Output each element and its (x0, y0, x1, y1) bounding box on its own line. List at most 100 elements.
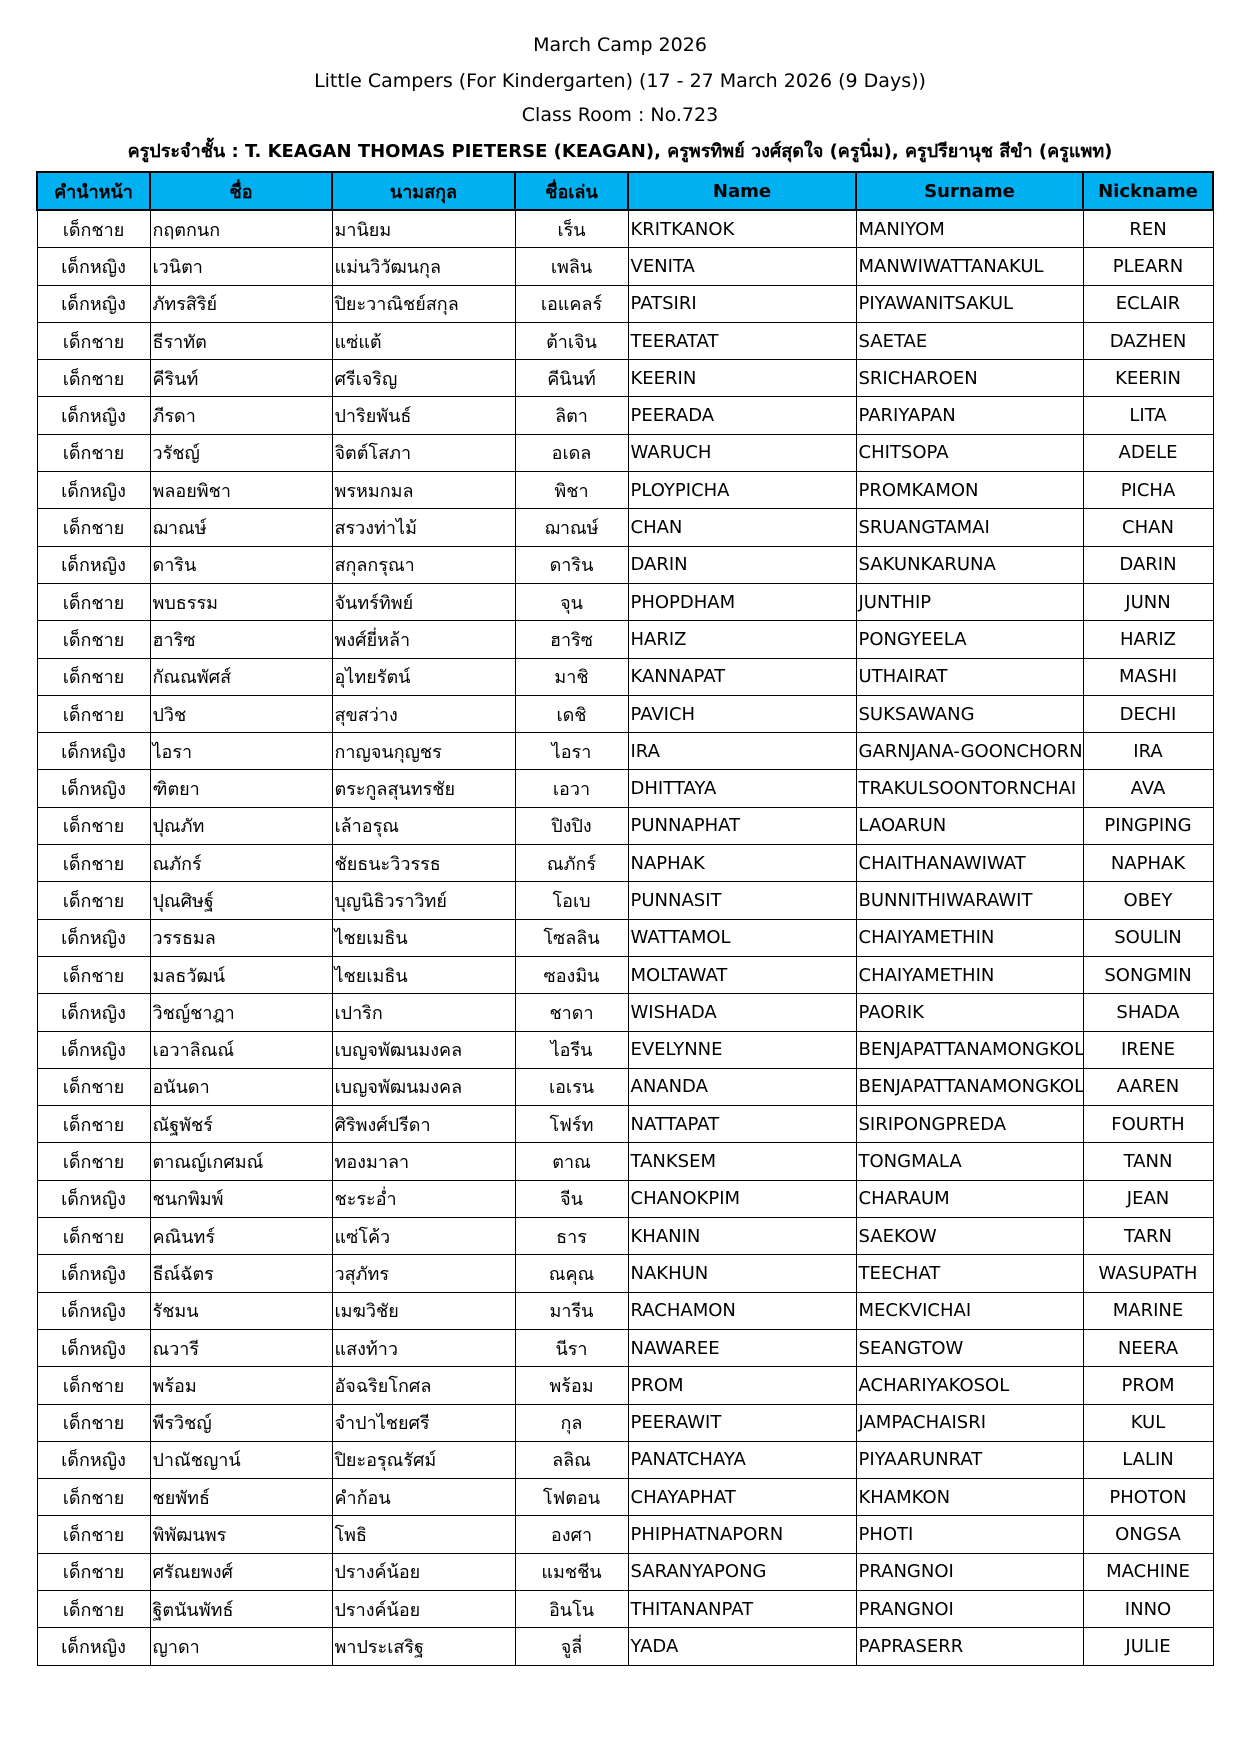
surname-th-cell: จำปาไชยศรี (331, 1403, 516, 1442)
surname-th-cell: วสุภัทร (331, 1254, 516, 1293)
surname-th-cell: แซ่แต้ (331, 321, 516, 361)
nickname-th-cell: ไอรา (514, 732, 629, 771)
surname-th-cell: เปาริก (331, 993, 516, 1032)
surname-th-cell: ศิริพงศ์ปรีดา (331, 1105, 516, 1144)
surname-th-cell: อุไทยรัตน์ (331, 657, 516, 696)
nickname-cell: MARINE (1082, 1291, 1214, 1330)
col-header-nickname: Nickname (1082, 171, 1214, 211)
nickname-cell: MACHINE (1082, 1552, 1214, 1591)
surname-cell: TRAKULSOONTORNCHAI (855, 769, 1084, 808)
surname-th-cell: เล้าอรุณ (331, 806, 516, 846)
nickname-cell: ECLAIR (1082, 284, 1214, 323)
surname-cell: CHAIYAMETHIN (855, 918, 1084, 957)
nickname-cell: SONGMIN (1082, 955, 1214, 995)
name-cell: PANATCHAYA (627, 1440, 857, 1480)
name-cell: NAPHAK (627, 844, 857, 883)
nickname-cell: CHAN (1082, 508, 1214, 547)
surname-th-cell: แสงท้าว (331, 1328, 516, 1368)
nickname-cell: IRA (1082, 732, 1214, 771)
nickname-cell: DARIN (1082, 545, 1214, 584)
table-row: เด็กชาย อนันดา เบญจพัฒนมงคล เอเรน ANANDA BENJ… (36, 1067, 1214, 1107)
table-row: เด็กหญิง ฑิตยา ตระกูลสุนทรชัย เอวา DHITTAYA T… (36, 769, 1214, 808)
name-cell: IRA (627, 732, 857, 771)
name-cell: PUNNASIT (627, 881, 857, 920)
title-cell: เด็กชาย (36, 844, 151, 883)
surname-cell: PIYAWANITSAKUL (855, 284, 1084, 323)
title-cell: เด็กชาย (36, 955, 151, 995)
table-row: เด็กหญิง วรรธมล ไชยเมธิน โซลลิน WATTAMOL CHAI… (36, 918, 1214, 957)
nickname-cell: FOURTH (1082, 1105, 1214, 1144)
nickname-cell: NAPHAK (1082, 844, 1214, 883)
surname-th-cell: ไชยเมธิน (331, 955, 516, 995)
first-name-th-cell: ณัฐพัชร์ (149, 1105, 333, 1144)
nickname-cell: SOULIN (1082, 918, 1214, 957)
nickname-th-cell: ลิตา (514, 396, 629, 435)
program-title: Little Campers (For Kindergarten) (17 - … (314, 70, 926, 92)
first-name-th-cell: พบธรรม (149, 582, 333, 622)
title-cell: เด็กชาย (36, 433, 151, 473)
title-cell: เด็กหญิง (36, 993, 151, 1032)
title-cell: เด็กหญิง (36, 1328, 151, 1368)
nickname-cell: ADELE (1082, 433, 1214, 473)
table-row: เด็กหญิง ชนกพิมพ์ ชะระอ่ำ จีน CHANOKPIM CHARA… (36, 1179, 1214, 1219)
surname-th-cell: จันทร์ทิพย์ (331, 582, 516, 622)
surname-cell: CHITSOPA (855, 433, 1084, 473)
title-cell: เด็กชาย (36, 881, 151, 920)
surname-th-cell: ปิยะวาณิชย์สกุล (331, 284, 516, 323)
name-cell: WATTAMOL (627, 918, 857, 957)
nickname-th-cell: กุล (514, 1403, 629, 1442)
table-row: เด็กชาย ปุณศิษฐ์ บุญนิธิวราวิทย์ โอเบ PUNNAS… (36, 881, 1214, 920)
nickname-th-cell: ชาดา (514, 993, 629, 1032)
name-cell: YADA (627, 1627, 857, 1666)
nickname-th-cell: โฟตอน (514, 1478, 629, 1517)
surname-th-cell: ศรีเจริญ (331, 359, 516, 398)
title-cell: เด็กหญิง (36, 1627, 151, 1666)
surname-cell: CHARAUM (855, 1179, 1084, 1219)
title-cell: เด็กหญิง (36, 732, 151, 771)
table-row: เด็กหญิง ธีณ์ฉัตร วสุภัทร ณคุณ NAKHUN TEECHAT… (36, 1254, 1214, 1293)
table-row: เด็กหญิง ภีรดา ปาริยพันธ์ ลิตา PEERADA PARIYA… (36, 396, 1214, 435)
nickname-th-cell: นีรา (514, 1328, 629, 1368)
title-cell: เด็กหญิง (36, 1440, 151, 1480)
surname-th-cell: สกุลกรุณา (331, 545, 516, 584)
nickname-cell: LALIN (1082, 1440, 1214, 1480)
surname-cell: SAEKOW (855, 1217, 1084, 1256)
title-cell: เด็กชาย (36, 1515, 151, 1554)
title-cell: เด็กชาย (36, 1552, 151, 1591)
nickname-th-cell: มาชิ (514, 657, 629, 696)
nickname-th-cell: เอแคลร์ (514, 284, 629, 323)
nickname-cell: DAZHEN (1082, 321, 1214, 361)
title-cell: เด็กหญิง (36, 1254, 151, 1293)
name-cell: KEERIN (627, 359, 857, 398)
class-room: Class Room : No.723 (521, 104, 719, 126)
nickname-th-cell: พร้อม (514, 1366, 629, 1405)
nickname-th-cell: จุน (514, 582, 629, 622)
nickname-th-cell: ฮาริซ (514, 620, 629, 659)
nickname-th-cell: ณภักร์ (514, 844, 629, 883)
table-row: เด็กหญิง ปาณัชญาน์ ปิยะอรุณรัศม์ ลลิณ PANATC… (36, 1440, 1214, 1480)
surname-cell: PROMKAMON (855, 471, 1084, 510)
surname-cell: PIYAARUNRAT (855, 1440, 1084, 1480)
nickname-cell: WASUPATH (1082, 1254, 1214, 1293)
nickname-th-cell: อินโน (514, 1589, 629, 1629)
table-row: เด็กหญิง วิชญ์ชาฎา เปาริก ชาดา WISHADA PAORIK… (36, 993, 1214, 1032)
first-name-th-cell: พีรวิชญ์ (149, 1403, 333, 1442)
camp-title: March Camp 2026 (533, 34, 707, 56)
table-row: เด็กหญิง ไอรา กาญจนกุญชร ไอรา IRA GARNJANA-GO… (36, 732, 1214, 771)
first-name-th-cell: วิชญ์ชาฎา (149, 993, 333, 1032)
surname-th-cell: ไชยเมธิน (331, 918, 516, 957)
surname-cell: BUNNITHIWARAWIT (855, 881, 1084, 920)
name-cell: RACHAMON (627, 1291, 857, 1330)
name-cell: SARANYAPONG (627, 1552, 857, 1591)
name-cell: PEERAWIT (627, 1403, 857, 1442)
surname-th-cell: เบญจพัฒนมงคล (331, 1030, 516, 1069)
name-cell: PHOPDHAM (627, 582, 857, 622)
name-cell: PLOYPICHA (627, 471, 857, 510)
nickname-th-cell: ไอรีน (514, 1030, 629, 1069)
nickname-cell: LITA (1082, 396, 1214, 435)
col-header-first-name-th: ชื่อ (149, 171, 333, 211)
title-cell: เด็กหญิง (36, 545, 151, 584)
surname-cell: SIRIPONGPREDA (855, 1105, 1084, 1144)
title-cell: เด็กชาย (36, 359, 151, 398)
title-cell: เด็กชาย (36, 1589, 151, 1629)
